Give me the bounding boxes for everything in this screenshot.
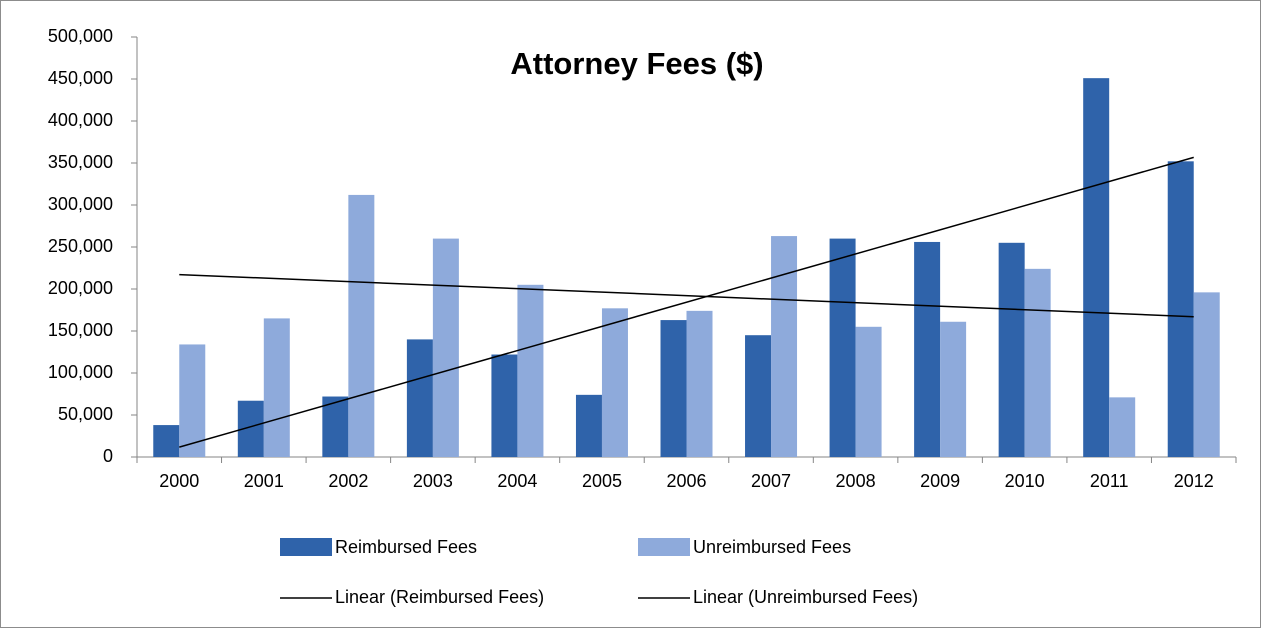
x-tick-label: 2007	[751, 471, 791, 491]
bar	[575, 394, 602, 457]
bar	[998, 242, 1025, 457]
legend-label: Unreimbursed Fees	[693, 537, 851, 557]
bar	[1024, 268, 1051, 457]
y-tick-label: 400,000	[48, 110, 113, 130]
bar	[686, 310, 713, 457]
bar	[153, 425, 180, 457]
bar	[517, 284, 544, 457]
x-tick-label: 2011	[1090, 471, 1129, 491]
bar	[829, 238, 856, 457]
y-tick-label: 100,000	[48, 362, 113, 382]
x-tick-label: 2006	[666, 471, 706, 491]
y-tick-label: 250,000	[48, 236, 113, 256]
x-tick-label: 2002	[328, 471, 368, 491]
bar	[179, 344, 206, 457]
bar	[263, 318, 290, 457]
bar	[491, 354, 518, 457]
x-tick-label: 2005	[582, 471, 622, 491]
legend-label: Linear (Reimbursed Fees)	[335, 587, 544, 607]
legend-label: Reimbursed Fees	[335, 537, 477, 557]
trendline	[179, 273, 1194, 318]
y-tick-label: 300,000	[48, 194, 113, 214]
x-tick-label: 2010	[1005, 471, 1045, 491]
bar	[855, 326, 882, 457]
x-tick-label: 2001	[244, 471, 284, 491]
bar	[914, 241, 941, 457]
y-tick-label: 50,000	[58, 404, 113, 424]
bar	[601, 308, 628, 457]
bar	[1193, 292, 1220, 457]
legend-swatch	[280, 538, 332, 556]
legend-swatch	[638, 538, 690, 556]
x-tick-label: 2000	[159, 471, 199, 491]
y-tick-label: 500,000	[48, 26, 113, 46]
trendline	[179, 156, 1194, 448]
y-tick-label: 450,000	[48, 68, 113, 88]
x-tick-label: 2009	[920, 471, 960, 491]
bar	[745, 335, 772, 457]
y-tick-label: 150,000	[48, 320, 113, 340]
chart-title: Attorney Fees ($)	[510, 46, 763, 81]
bar	[940, 321, 967, 457]
y-tick-label: 350,000	[48, 152, 113, 172]
x-tick-label: 2004	[497, 471, 537, 491]
x-tick-label: 2003	[413, 471, 453, 491]
bar	[771, 236, 798, 457]
bar	[1109, 397, 1136, 457]
legend-label: Linear (Unreimbursed Fees)	[693, 587, 918, 607]
x-tick-label: 2008	[836, 471, 876, 491]
bar	[660, 320, 687, 457]
y-tick-label: 0	[103, 446, 113, 466]
bar	[348, 194, 375, 458]
bar	[1083, 78, 1110, 457]
x-tick-label: 2012	[1174, 471, 1214, 491]
y-tick-label: 200,000	[48, 278, 113, 298]
bar	[1167, 161, 1194, 457]
bar	[322, 396, 349, 457]
bar	[432, 238, 459, 457]
bar	[406, 339, 433, 457]
